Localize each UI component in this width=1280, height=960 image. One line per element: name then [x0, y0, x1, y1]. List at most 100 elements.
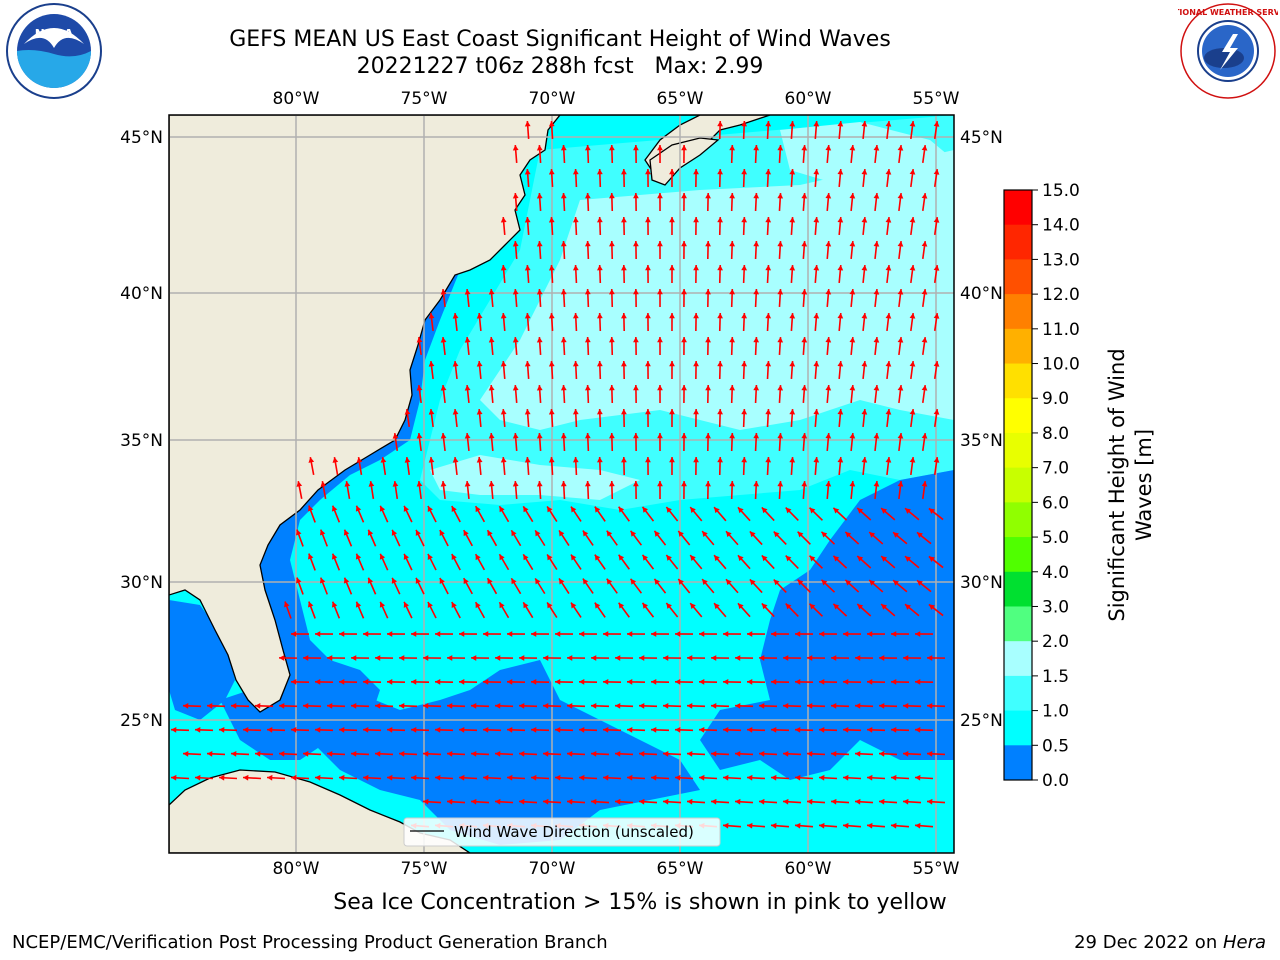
wave-direction-arrowhead — [735, 703, 741, 709]
wave-direction-arrowhead — [873, 241, 880, 247]
wave-direction-arrowhead — [507, 631, 513, 637]
lat-label-left: 30°N — [120, 573, 163, 593]
wave-direction-arrowhead — [319, 577, 326, 584]
colorbar-tick-label: 0.0 — [1042, 771, 1069, 791]
wave-direction-arrowhead — [765, 169, 772, 175]
wave-direction-arrowhead — [807, 750, 813, 757]
lon-label-bottom: 75°W — [401, 859, 448, 879]
wave-direction-arrowhead — [873, 385, 880, 391]
wave-direction-arrowhead — [487, 578, 493, 585]
wave-direction-arrowhead — [404, 457, 411, 463]
wave-direction-arrowhead — [693, 361, 699, 367]
wave-direction-arrowhead — [809, 507, 816, 514]
wave-direction-arrowhead — [729, 193, 736, 199]
wave-direction-arrowhead — [423, 798, 429, 805]
wave-direction-arrowhead — [717, 121, 723, 127]
wave-direction-arrowhead — [307, 505, 314, 512]
wave-direction-arrowhead — [296, 577, 302, 584]
colorbar-tick-label: 8.0 — [1042, 424, 1069, 444]
map-panel — [169, 115, 954, 853]
wave-direction-arrowhead — [495, 655, 501, 661]
wave-direction-arrowhead — [723, 726, 729, 733]
wave-direction-arrowhead — [690, 603, 696, 609]
ocean-region-2-0-3-0 — [780, 122, 954, 200]
wave-direction-arrowhead — [915, 822, 921, 829]
wave-direction-arrowhead — [885, 313, 892, 319]
wave-direction-arrowhead — [207, 703, 213, 709]
wave-direction-arrowhead — [657, 241, 663, 247]
wave-direction-arrowhead — [675, 631, 681, 637]
wave-direction-arrowhead — [699, 774, 705, 781]
wave-direction-arrowhead — [849, 337, 856, 343]
wave-direction-arrowhead — [657, 433, 663, 439]
wave-direction-arrowhead — [570, 506, 577, 513]
wave-direction-arrowhead — [759, 798, 765, 805]
wave-direction-arrowhead — [705, 385, 711, 391]
wave-direction-arrowhead — [825, 481, 832, 487]
wave-direction-arrowhead — [411, 774, 417, 781]
lon-label-bottom: 80°W — [273, 859, 320, 879]
wave-direction-arrowhead — [933, 217, 940, 223]
wave-direction-arrowhead — [639, 750, 645, 757]
wave-direction-arrowhead — [903, 655, 909, 661]
wave-direction-arrowhead — [596, 169, 603, 175]
wave-direction-arrowhead — [584, 241, 591, 247]
wave-direction-arrowhead — [753, 481, 760, 487]
wave-direction-arrowhead — [909, 361, 916, 367]
wave-direction-arrowhead — [547, 506, 553, 513]
wave-direction-arrowhead — [615, 798, 621, 805]
wave-direction-arrowhead — [737, 603, 744, 610]
wave-direction-arrowhead — [387, 774, 393, 781]
wave-direction-arrowhead — [332, 457, 339, 463]
wave-direction-arrowhead — [657, 385, 663, 391]
wave-direction-arrowhead — [523, 554, 529, 561]
wave-direction-arrowhead — [663, 655, 669, 661]
wave-direction-arrowhead — [428, 457, 435, 463]
wave-direction-arrowhead — [320, 481, 327, 487]
wave-direction-arrowhead — [693, 217, 699, 223]
wave-direction-arrowhead — [427, 601, 433, 608]
wave-direction-arrowhead — [916, 532, 923, 538]
nws-ring-text: NATIONAL WEATHER SERVICE — [1178, 8, 1278, 17]
wave-direction-arrowhead — [618, 506, 625, 513]
wave-direction-arrowhead — [897, 289, 904, 295]
wave-direction-arrowhead — [801, 481, 808, 487]
wave-direction-arrowhead — [363, 631, 369, 637]
wave-direction-arrowhead — [741, 361, 748, 367]
wave-direction-arrowhead — [693, 409, 699, 415]
wave-direction-arrowhead — [645, 217, 651, 223]
wave-direction-arrowhead — [171, 774, 177, 781]
wave-direction-arrowhead — [891, 822, 897, 829]
colorbar-bin — [1004, 190, 1032, 226]
wave-direction-arrowhead — [519, 655, 525, 661]
wave-direction-arrowhead — [524, 409, 531, 415]
wave-direction-arrowhead — [483, 631, 489, 637]
wave-direction-arrowhead — [765, 313, 772, 319]
wave-direction-arrowhead — [303, 703, 309, 709]
wave-direction-arrowhead — [753, 385, 760, 391]
wave-direction-arrowhead — [663, 798, 669, 805]
wave-direction-arrowhead — [572, 265, 579, 271]
wave-direction-arrowhead — [243, 774, 249, 781]
wave-direction-arrowhead — [747, 726, 753, 733]
wave-direction-arrowhead — [355, 601, 362, 608]
wave-direction-arrowhead — [833, 555, 840, 562]
wave-direction-arrowhead — [475, 554, 481, 561]
wave-direction-arrowhead — [771, 774, 777, 781]
footer-date-text: 29 Dec 2022 on — [1074, 932, 1223, 953]
wave-direction-arrowhead — [560, 433, 567, 439]
wave-direction-arrowhead — [747, 679, 753, 685]
wave-direction-arrowhead — [500, 265, 507, 271]
wave-direction-arrowhead — [582, 578, 589, 585]
wave-direction-arrowhead — [903, 703, 909, 709]
wave-direction-arrowhead — [536, 193, 543, 199]
wave-direction-arrowhead — [893, 532, 899, 538]
wave-direction-arrowhead — [933, 265, 940, 271]
wave-direction-arrowhead — [690, 555, 696, 561]
map-frame — [168, 114, 955, 854]
wave-direction-arrowhead — [785, 603, 792, 610]
lon-label-bottom: 65°W — [657, 859, 704, 879]
wave-direction-arrowhead — [464, 481, 471, 487]
wave-direction-arrowhead — [399, 655, 405, 661]
wave-direction-arrowhead — [885, 217, 892, 223]
